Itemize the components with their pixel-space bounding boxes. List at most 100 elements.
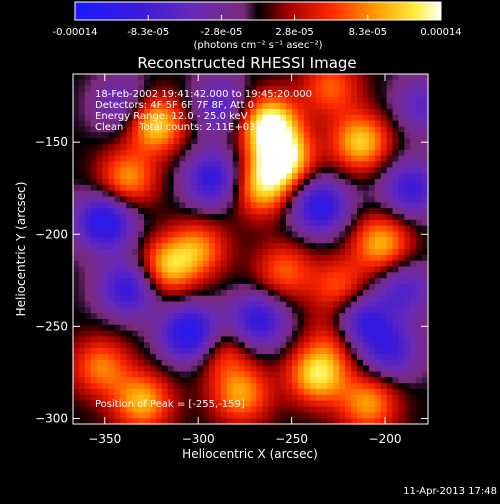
heatmap-cell	[108, 126, 116, 133]
heatmap-cell	[226, 324, 234, 332]
heatmap-cell	[114, 138, 121, 145]
heatmap-cell	[286, 313, 293, 320]
heatmap-cell	[144, 97, 151, 104]
heatmap-cell	[280, 219, 287, 227]
heatmap-cell	[144, 394, 151, 402]
heatmap-cell	[386, 278, 394, 285]
heatmap-cell	[268, 132, 275, 139]
heatmap-cell	[351, 132, 358, 139]
heatmap-cell	[78, 103, 86, 110]
heatmap-cell	[321, 249, 329, 256]
heatmap-cell	[238, 155, 246, 163]
heatmap-cell	[274, 295, 281, 303]
heatmap-cell	[280, 289, 287, 297]
heatmap-cell	[114, 324, 121, 332]
heatmap-cell	[416, 179, 423, 186]
heatmap-cell	[398, 284, 405, 291]
heatmap-cell	[226, 97, 234, 104]
heatmap-cell	[398, 202, 405, 209]
heatmap-cell	[173, 330, 181, 338]
heatmap-cell	[345, 161, 352, 168]
heatmap-cell	[416, 167, 423, 174]
heatmap-cell	[374, 324, 382, 332]
heatmap-cell	[209, 196, 216, 203]
heatmap-cell	[345, 120, 352, 128]
heatmap-cell	[262, 295, 269, 303]
heatmap-cell	[309, 208, 317, 215]
heatmap-cell	[362, 120, 370, 128]
heatmap-cell	[268, 144, 275, 151]
heatmap-cell	[250, 289, 258, 297]
heatmap-cell	[404, 179, 411, 186]
heatmap-cell	[286, 412, 293, 419]
heatmap-cell	[73, 237, 80, 244]
heatmap-cell	[256, 278, 263, 285]
heatmap-cell	[173, 389, 181, 396]
heatmap-cell	[179, 371, 187, 378]
heatmap-cell	[386, 91, 394, 98]
heatmap-cell	[321, 190, 329, 198]
heatmap-cell	[138, 179, 145, 186]
heatmap-cell	[73, 225, 80, 233]
heatmap-cell	[374, 237, 382, 244]
heatmap-cell	[114, 179, 121, 186]
heatmap-cell	[179, 284, 187, 291]
heatmap-cell	[291, 365, 299, 373]
heatmap-cell	[244, 371, 252, 378]
heatmap-cell	[84, 418, 92, 425]
heatmap-cell	[232, 406, 240, 413]
heatmap-cell	[84, 260, 92, 268]
heatmap-cell	[209, 237, 216, 244]
heatmap-cell	[351, 301, 358, 308]
heatmap-cell	[78, 149, 86, 157]
heatmap-cell	[309, 272, 317, 279]
heatmap-cell	[297, 289, 305, 297]
heatmap-cell	[321, 330, 329, 338]
heatmap-cell	[155, 138, 163, 145]
heatmap-cell	[398, 103, 405, 110]
heatmap-cell	[220, 190, 228, 198]
heatmap-cell	[120, 161, 127, 168]
heatmap-cell	[327, 383, 334, 390]
heatmap-cell	[149, 214, 157, 221]
heatmap-cell	[132, 400, 139, 408]
heatmap-cell	[102, 365, 110, 373]
heatmap-cell	[327, 284, 334, 291]
heatmap-cell	[339, 219, 346, 227]
heatmap-cell	[179, 301, 187, 308]
heatmap-cell	[203, 342, 210, 349]
heatmap-cell	[357, 126, 364, 133]
heatmap-cell	[309, 377, 317, 384]
heatmap-cell	[155, 190, 163, 198]
heatmap-cell	[380, 103, 388, 110]
heatmap-cell	[368, 412, 376, 419]
heatmap-cell	[108, 243, 116, 250]
heatmap-cell	[345, 249, 352, 256]
heatmap-cell	[185, 371, 192, 378]
heatmap-cell	[108, 249, 116, 256]
heatmap-cell	[108, 155, 116, 163]
heatmap-cell	[132, 371, 139, 378]
heatmap-cell	[78, 359, 86, 367]
heatmap-cell	[309, 371, 317, 378]
heatmap-cell	[422, 114, 429, 122]
heatmap-cell	[357, 184, 364, 192]
heatmap-cell	[102, 85, 110, 93]
heatmap-cell	[404, 383, 411, 390]
heatmap-cell	[380, 260, 388, 268]
heatmap-cell	[327, 114, 334, 122]
heatmap-cell	[226, 237, 234, 244]
heatmap-cell	[132, 208, 139, 215]
heatmap-cell	[144, 295, 151, 303]
heatmap-cell	[309, 103, 317, 110]
heatmap-cell	[274, 348, 281, 355]
heatmap-cell	[345, 214, 352, 221]
heatmap-cell	[78, 91, 86, 98]
heatmap-cell	[215, 120, 222, 128]
heatmap-cell	[73, 114, 80, 122]
heatmap-cell	[339, 138, 346, 145]
heatmap-cell	[179, 184, 187, 192]
heatmap-cell	[244, 359, 252, 367]
heatmap-cell	[209, 342, 216, 349]
heatmap-cell	[274, 167, 281, 174]
